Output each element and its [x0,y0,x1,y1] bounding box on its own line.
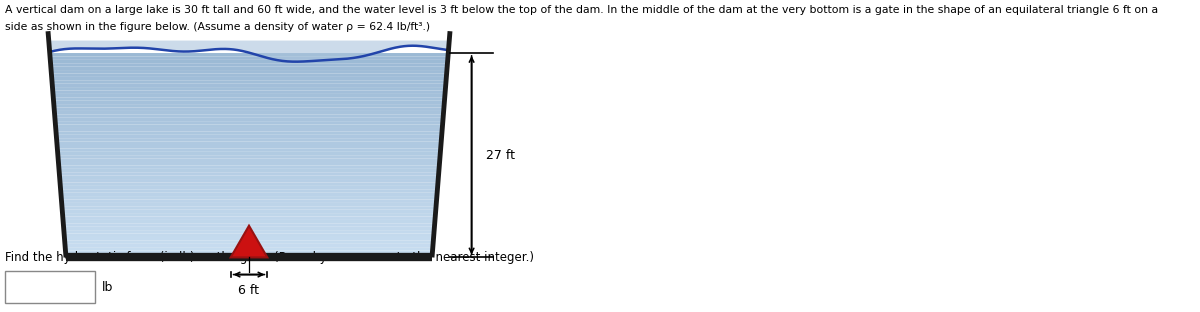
Polygon shape [59,165,439,169]
Polygon shape [59,172,439,176]
Polygon shape [52,84,446,87]
Text: 6 ft: 6 ft [239,284,259,297]
Polygon shape [62,213,436,217]
Text: 27 ft: 27 ft [486,149,515,162]
Polygon shape [55,121,443,124]
Polygon shape [65,240,433,244]
Polygon shape [64,223,434,227]
Polygon shape [54,108,444,111]
Polygon shape [50,63,448,67]
Polygon shape [50,67,448,70]
Polygon shape [59,162,439,165]
Polygon shape [52,77,446,80]
Polygon shape [64,220,434,223]
Polygon shape [58,152,440,155]
Polygon shape [62,210,436,213]
Polygon shape [230,226,268,257]
Polygon shape [66,254,432,257]
Polygon shape [64,227,434,230]
Polygon shape [64,234,434,237]
Polygon shape [60,186,438,189]
Polygon shape [62,206,436,210]
Polygon shape [56,135,442,138]
Polygon shape [54,101,444,104]
Polygon shape [49,53,449,56]
Polygon shape [60,179,438,183]
Polygon shape [56,138,442,142]
FancyBboxPatch shape [5,271,95,303]
Polygon shape [61,203,437,206]
Polygon shape [58,149,440,152]
Polygon shape [58,155,440,158]
Polygon shape [61,193,437,196]
Polygon shape [61,199,437,203]
Polygon shape [54,111,444,115]
Text: lb: lb [102,280,113,294]
Polygon shape [61,196,437,199]
Polygon shape [65,247,433,251]
Polygon shape [52,74,446,77]
Polygon shape [56,131,442,135]
Polygon shape [58,158,440,162]
Polygon shape [49,41,449,62]
Polygon shape [53,87,445,90]
Polygon shape [53,90,445,94]
Polygon shape [50,60,448,63]
Polygon shape [52,80,446,84]
Polygon shape [56,142,442,145]
Polygon shape [55,114,443,118]
Polygon shape [53,94,445,97]
Polygon shape [52,70,446,74]
Polygon shape [58,145,440,149]
Text: side as shown in the figure below. (Assume a density of water ρ = 62.4 lb/ft³.): side as shown in the figure below. (Assu… [5,22,430,32]
Polygon shape [62,217,436,220]
Polygon shape [53,97,445,101]
Polygon shape [59,169,439,172]
Polygon shape [66,251,432,254]
Polygon shape [55,128,443,131]
Polygon shape [60,176,438,179]
Polygon shape [55,118,443,121]
Polygon shape [64,230,434,234]
Polygon shape [65,244,433,247]
Text: A vertical dam on a large lake is 30 ft tall and 60 ft wide, and the water level: A vertical dam on a large lake is 30 ft … [5,5,1158,15]
Polygon shape [55,124,443,128]
Polygon shape [54,104,444,108]
Polygon shape [60,189,438,193]
Text: Find the hydrostatic force (in lb) on the gate. (Round your answer to the neares: Find the hydrostatic force (in lb) on th… [5,251,534,264]
Polygon shape [65,237,433,240]
Polygon shape [50,56,448,60]
Polygon shape [60,183,438,186]
